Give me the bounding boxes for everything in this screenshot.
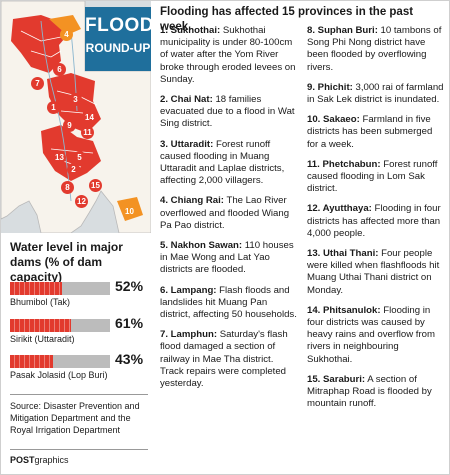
flood-map: 4 7 6 3 1 14 9 11 13 5 2 15 8 12 10 FLOO… [1,1,151,233]
report-item: 11. Phetchabun: Forest runoff caused flo… [307,158,438,195]
map-marker: 10 [123,205,136,218]
credit: POSTgraphics [10,455,69,465]
dam-name: Sirikit (Uttaradit) [10,334,75,344]
map-marker: 3 [69,93,82,106]
map-marker: 6 [53,63,66,76]
report-item: 1. Sukhothai: Sukhothai municipality is … [160,25,296,85]
map-marker: 5 [73,151,86,164]
dam-entry: 43% Pasak Jolasid (Lop Buri) [10,351,155,381]
reports-column-left: 1. Sukhothai: Sukhothai municipality is … [160,25,299,398]
credit-brand: POST [10,455,35,465]
title-line-2: ROUND-UP [85,41,151,55]
dam-percent: 61% [115,315,144,331]
credit-suffix: graphics [34,455,69,465]
map-marker: 12 [75,195,88,208]
reports-column-right: 8. Suphan Buri: 10 tambons of Song Phi N… [307,25,446,418]
report-item: 6. Lampang: Flash floods and landslides … [160,284,297,321]
report-item: 5. Nakhon Sawan: 110 houses in Mae Wong … [160,240,294,276]
report-item: 4. Chiang Rai: The Lao River overflowed … [160,195,290,231]
report-item: 2. Chai Nat: 18 families evacuated due t… [160,94,295,130]
title-line-1: FLOOD [85,15,151,36]
affected-area-lower [41,125,101,181]
map-marker: 15 [89,179,102,192]
map-marker: 14 [83,111,96,124]
report-item: 13. Uthai Thani: Four people were killed… [307,248,440,296]
report-item: 8. Suphan Buri: 10 tambons of Song Phi N… [307,25,442,73]
dam-entry: 61% Sirikit (Uttaradit) [10,315,155,345]
map-marker: 1 [47,101,60,114]
map-marker: 13 [53,151,66,164]
dam-level-fill [10,355,53,368]
dam-level-fill [10,319,71,332]
map-marker: 2 [67,163,80,176]
report-item: 15. Saraburi: A section of Mitraphap Roa… [307,373,432,410]
divider [10,394,148,395]
affected-area-far-north [49,15,81,35]
report-item: 12. Ayutthaya: Flooding in four district… [307,203,441,239]
map-marker: 9 [63,119,76,132]
source-note: Source: Disaster Prevention and Mitigati… [10,401,140,435]
map-marker: 11 [81,126,94,139]
report-item: 3. Uttaradit: Forest runoff caused flood… [160,138,285,187]
dam-level-fill [10,282,62,295]
dam-percent: 43% [115,351,144,367]
dam-level-bar: 43% [10,351,155,368]
dam-name: Pasak Jolasid (Lop Buri) [10,370,108,380]
report-item: 14. Phitsanulok: Flooding in four distri… [307,304,435,365]
report-item: 7. Lamphun: Saturday's flash flood damag… [160,329,288,390]
dams-heading: Water level in major dams (% of dam capa… [10,240,123,284]
report-item: 9. Phichit: 3,000 rai of farmland in Sak… [307,81,444,106]
map-marker: 4 [60,28,73,41]
dam-name: Bhumibol (Tak) [10,297,71,307]
dam-percent: 52% [115,278,144,294]
map-marker: 8 [61,181,74,194]
title-box: FLOOD ROUND-UP [85,7,151,71]
affected-area-north [11,15,71,73]
divider [10,449,148,450]
report-item: 10. Sakaeo: Farmland in five districts h… [307,114,433,150]
dam-level-bar: 61% [10,315,155,332]
headline: Flooding has affected 15 provinces in th… [160,6,414,33]
dam-level-bar: 52% [10,278,155,295]
map-marker: 7 [31,77,44,90]
dam-entry: 52% Bhumibol (Tak) [10,278,155,308]
